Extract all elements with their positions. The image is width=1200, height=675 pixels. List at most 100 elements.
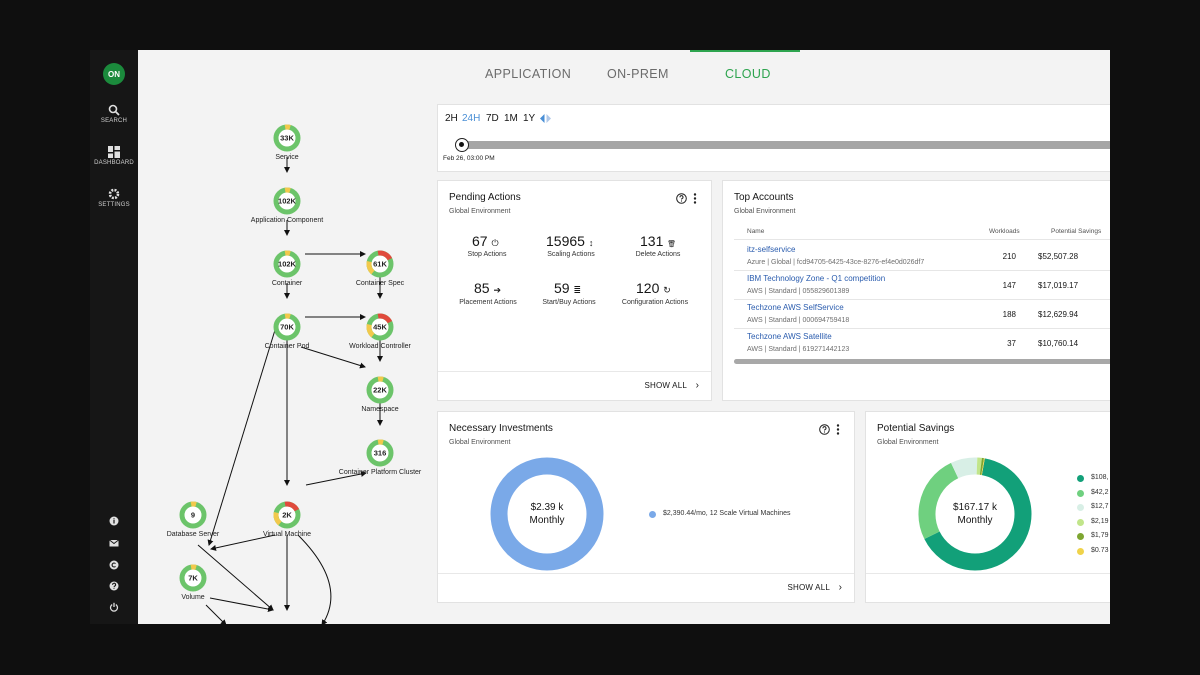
sidebar-item-dashboard[interactable]: DASHBOARD (90, 146, 138, 166)
account-savings: $52,507.28 (1038, 252, 1079, 261)
horizontal-scrollbar[interactable] (734, 359, 1110, 364)
help-icon[interactable] (109, 581, 119, 591)
topology-node-app[interactable] (273, 187, 301, 215)
account-savings: $17,019.17 (1038, 281, 1079, 290)
node-value: 102K (278, 196, 296, 206)
timeline-track[interactable] (462, 141, 1110, 149)
legend-item[interactable]: $0.73 (1091, 546, 1109, 554)
card-footer: SHOW ALL › (438, 371, 711, 400)
dashboard-icon (108, 146, 120, 158)
topology-node-cspec[interactable] (365, 249, 396, 280)
node-value: 316 (373, 448, 387, 458)
node-value: 9 (190, 510, 196, 520)
legend-dot (1077, 518, 1084, 526)
scaling-actions-count[interactable]: 15965 ↕ (546, 233, 594, 249)
account-details: AWS | Standard | 000694759418 (747, 317, 850, 324)
node-value: 2K (282, 510, 292, 520)
topology-node-wctrl[interactable] (365, 312, 396, 343)
account-name-link[interactable]: Techzone AWS SelfService (747, 303, 844, 312)
sidebar-item-settings[interactable]: SETTINGS (90, 188, 138, 208)
node-value: 33K (280, 133, 294, 143)
card-footer: SHOW ALL › (438, 573, 854, 602)
arrow-right-icon: ➔ (493, 285, 502, 295)
range-2h[interactable]: 2H (445, 113, 458, 124)
legend-item[interactable]: $42,2 (1091, 488, 1109, 496)
donut-slice[interactable] (918, 457, 1032, 571)
node-label: Database Server (166, 531, 220, 538)
divider (734, 270, 1110, 271)
donut-slice[interactable] (918, 457, 1032, 571)
tab-cloud[interactable]: CLOUD (725, 67, 771, 81)
chevron-right-icon[interactable]: › (838, 582, 842, 593)
legend-item[interactable]: $12,7 (1091, 503, 1109, 510)
app-window: ON SEARCH DASHBOARD SETTINGS APPLICATION… (90, 50, 1110, 624)
divider (734, 239, 1110, 240)
savings-donut[interactable] (918, 457, 1032, 571)
topology-node-service[interactable] (273, 124, 301, 152)
configuration-actions-count[interactable]: 120 ↻ (636, 280, 671, 296)
column-header-name[interactable]: Name (747, 228, 765, 235)
topology-node-cpc[interactable] (366, 439, 394, 467)
copyright-icon[interactable] (109, 560, 119, 570)
account-name-link[interactable]: itz-selfservice (747, 245, 796, 254)
account-workloads: 147 (1002, 281, 1016, 290)
node-label: Container Platform Cluster (338, 469, 422, 476)
help-icon[interactable] (819, 424, 830, 435)
show-all-button[interactable]: SHOW ALL (787, 583, 830, 592)
info-icon[interactable] (109, 516, 119, 526)
timeline-handle[interactable] (455, 138, 469, 152)
range-24h[interactable]: 24H (462, 113, 481, 124)
donut-value: $2.39 k (530, 502, 564, 513)
topology-node-db[interactable] (179, 501, 207, 529)
power-icon[interactable] (109, 602, 119, 612)
delete-actions-count[interactable]: 131 🗑 (640, 233, 677, 249)
show-all-button[interactable]: SHOW ALL (644, 381, 687, 390)
playback-icon[interactable] (540, 114, 551, 123)
tab-application[interactable]: APPLICATION (485, 67, 572, 81)
mail-icon[interactable] (109, 538, 119, 548)
server-icon: ≣ (573, 285, 582, 295)
placement-actions-count[interactable]: 85 ➔ (474, 280, 502, 296)
investments-donut[interactable] (490, 457, 604, 571)
pending-actions-card: Pending Actions Global Environment 67 ⏻ … (437, 180, 712, 401)
node-value: 61K (373, 259, 387, 269)
account-name-link[interactable]: Techzone AWS Satellite (747, 332, 832, 341)
node-label: Service (275, 154, 299, 161)
search-icon (108, 104, 120, 116)
start-buy-actions-label: Start/Buy Actions (542, 299, 596, 306)
topology-node-vol[interactable] (179, 564, 207, 592)
donut-unit: Monthly (957, 515, 993, 526)
logo[interactable]: ON (103, 63, 125, 85)
overflow-menu-icon[interactable] (693, 193, 697, 204)
power-icon: ⏻ (491, 238, 499, 248)
node-label: Namespace (361, 406, 399, 413)
help-icon[interactable] (676, 193, 687, 204)
legend-item[interactable]: $2,19 (1091, 517, 1109, 525)
range-7d[interactable]: 7D (486, 113, 499, 124)
range-1m[interactable]: 1M (504, 113, 518, 124)
tab-on-prem[interactable]: ON-PREM (607, 67, 669, 81)
topology-node-container[interactable] (273, 250, 301, 278)
legend-item[interactable]: $108, (1091, 474, 1109, 481)
account-savings: $10,760.14 (1038, 339, 1079, 348)
overflow-menu-icon[interactable] (836, 424, 840, 435)
start-buy-actions-count[interactable]: 59 ≣ (554, 280, 582, 296)
donut-center-label: $2.39 k Monthly (529, 501, 564, 527)
topology-node-vm[interactable] (272, 500, 303, 531)
legend-item[interactable]: $1,79 (1091, 532, 1109, 539)
range-1y[interactable]: 1Y (523, 113, 536, 124)
chevron-right-icon[interactable]: › (695, 380, 699, 391)
account-name-link[interactable]: IBM Technology Zone - Q1 competition (747, 274, 886, 283)
stop-actions-count[interactable]: 67 ⏻ (472, 233, 499, 249)
legend-item[interactable]: $2,390.44/mo, 12 Scale Virtual Machines (663, 510, 791, 517)
sidebar: ON SEARCH DASHBOARD SETTINGS (90, 50, 138, 624)
timeline-card: 2H 24H 7D 1M 1Y Feb 26, 03:00 PM (437, 104, 1110, 172)
delete-actions-label: Delete Actions (635, 251, 681, 258)
sidebar-item-search[interactable]: SEARCH (90, 104, 138, 124)
column-header-workloads[interactable]: Workloads (989, 228, 1020, 235)
topology-node-ns[interactable] (366, 376, 394, 404)
account-savings: $12,629.94 (1038, 310, 1079, 319)
topology-node-pod[interactable] (273, 313, 301, 341)
scale-icon: ↕ (588, 238, 594, 248)
column-header-savings[interactable]: Potential Savings (1051, 228, 1102, 235)
